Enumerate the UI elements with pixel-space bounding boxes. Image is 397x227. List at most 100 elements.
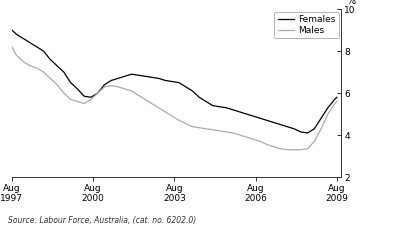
- Females: [244, 113, 249, 115]
- Males: [55, 83, 60, 86]
- Females: [14, 33, 19, 36]
- Text: %: %: [347, 0, 356, 6]
- Males: [312, 140, 317, 143]
- Males: [116, 85, 120, 88]
- Females: [177, 81, 181, 84]
- Males: [82, 102, 87, 105]
- Males: [122, 88, 127, 90]
- Males: [41, 71, 46, 74]
- Line: Females: Females: [12, 30, 337, 133]
- Males: [332, 102, 337, 105]
- Males: [251, 138, 256, 141]
- Males: [285, 148, 290, 151]
- Females: [190, 90, 195, 92]
- Females: [109, 79, 114, 82]
- Females: [170, 80, 175, 83]
- Females: [75, 88, 80, 90]
- Females: [278, 123, 283, 126]
- Males: [62, 92, 66, 94]
- Males: [109, 84, 114, 87]
- Males: [143, 98, 147, 101]
- Females: [271, 121, 276, 124]
- Males: [305, 147, 310, 150]
- Females: [89, 96, 93, 99]
- Males: [224, 131, 229, 133]
- Males: [278, 147, 283, 150]
- Females: [332, 98, 337, 101]
- Females: [237, 111, 242, 113]
- Males: [197, 126, 202, 129]
- Males: [136, 94, 141, 96]
- Males: [177, 119, 181, 122]
- Females: [95, 92, 100, 94]
- Females: [299, 131, 303, 133]
- Line: Males: Males: [12, 47, 337, 150]
- Males: [335, 100, 339, 103]
- Females: [35, 46, 39, 48]
- Females: [335, 96, 339, 99]
- Males: [292, 148, 297, 151]
- Females: [21, 37, 25, 40]
- Males: [89, 98, 93, 101]
- Males: [258, 140, 262, 143]
- Males: [326, 113, 330, 115]
- Females: [68, 81, 73, 84]
- Males: [95, 92, 100, 94]
- Legend: Females, Males: Females, Males: [274, 12, 339, 38]
- Females: [116, 77, 120, 80]
- Males: [210, 128, 215, 131]
- Males: [21, 60, 25, 63]
- Females: [129, 73, 134, 76]
- Females: [28, 41, 33, 44]
- Females: [264, 119, 269, 122]
- Males: [129, 90, 134, 92]
- Males: [299, 148, 303, 151]
- Females: [10, 29, 14, 31]
- Males: [170, 115, 175, 118]
- Females: [326, 106, 330, 109]
- Males: [156, 106, 161, 109]
- Females: [312, 127, 317, 130]
- Males: [149, 102, 154, 105]
- Females: [122, 75, 127, 78]
- Males: [163, 111, 168, 113]
- Females: [251, 115, 256, 118]
- Females: [143, 75, 147, 78]
- Males: [319, 127, 324, 130]
- Females: [149, 76, 154, 79]
- Males: [102, 85, 107, 88]
- Males: [204, 127, 208, 130]
- Females: [48, 58, 53, 61]
- Females: [231, 109, 235, 111]
- Females: [224, 106, 229, 109]
- Females: [319, 117, 324, 120]
- Males: [231, 132, 235, 134]
- Males: [271, 145, 276, 148]
- Females: [41, 50, 46, 52]
- Text: Source: Labour Force, Australia, (cat. no. 6202.0): Source: Labour Force, Australia, (cat. n…: [8, 216, 196, 225]
- Females: [217, 105, 222, 108]
- Males: [48, 77, 53, 80]
- Females: [156, 77, 161, 80]
- Males: [28, 64, 33, 67]
- Males: [14, 54, 19, 57]
- Females: [163, 79, 168, 82]
- Males: [10, 46, 14, 48]
- Males: [217, 129, 222, 132]
- Females: [210, 104, 215, 107]
- Females: [305, 132, 310, 134]
- Males: [264, 143, 269, 146]
- Males: [244, 136, 249, 138]
- Males: [183, 122, 188, 125]
- Males: [68, 98, 73, 101]
- Females: [292, 127, 297, 130]
- Females: [183, 85, 188, 88]
- Males: [190, 125, 195, 128]
- Males: [35, 67, 39, 69]
- Females: [285, 125, 290, 128]
- Females: [136, 74, 141, 76]
- Females: [55, 64, 60, 67]
- Females: [62, 71, 66, 74]
- Females: [258, 117, 262, 120]
- Females: [82, 95, 87, 98]
